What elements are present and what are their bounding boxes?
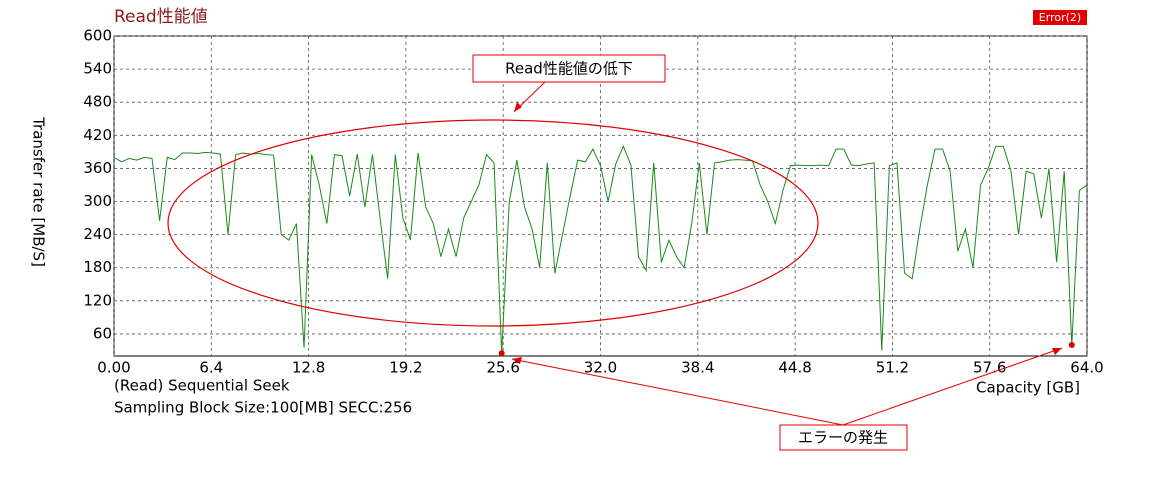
arrow: [511, 358, 844, 426]
y-tick-label: 180: [83, 258, 112, 276]
highlight-ellipse: [167, 119, 819, 327]
settings: Sampling Block Size:100[MB] SECC:256: [114, 399, 412, 417]
annotation: エラーの発生: [798, 429, 888, 447]
y-tick-label: 600: [83, 27, 112, 45]
y-tick-label: 360: [83, 159, 112, 177]
x-axis-label: Capacity [GB]: [976, 379, 1080, 397]
y-tick-label: 540: [83, 60, 112, 78]
chart-title: Read性能値: [114, 7, 208, 27]
x-tick-label: 6.4: [199, 359, 223, 377]
error-point: [1068, 341, 1075, 348]
arrow-head: [512, 357, 522, 364]
arrow: [842, 347, 1063, 426]
x-tick-label: 38.4: [681, 359, 714, 377]
x-tick-label: 32.0: [584, 359, 617, 377]
y-tick-label: 300: [83, 192, 112, 210]
y-tick-label: 240: [83, 225, 112, 243]
x-tick-label: 19.2: [389, 359, 422, 377]
x-tick-label: 0.00: [97, 359, 130, 377]
y-tick-label: 480: [83, 93, 112, 111]
error-point: [498, 350, 505, 357]
data-line: [113, 145, 1088, 354]
arrow-head: [514, 102, 522, 112]
x-tick-label: 51.2: [876, 359, 909, 377]
y-tick-label: 60: [93, 324, 112, 342]
x-tick-label: 64.0: [1070, 359, 1103, 377]
error-badge-box: [1033, 10, 1087, 25]
x-tick-label: 25.6: [486, 359, 519, 377]
annotation-box: [472, 54, 666, 83]
x-tick-label: 12.8: [292, 359, 325, 377]
y-tick-label: 420: [83, 126, 112, 144]
test-mode: (Read) Sequential Seek: [114, 377, 290, 395]
annotation: Read性能値の低下: [505, 60, 633, 78]
error-badge: Error(2): [1039, 11, 1081, 24]
arrow-head: [1052, 348, 1062, 355]
x-tick-label: 57.6: [973, 359, 1006, 377]
x-tick-label: 44.8: [778, 359, 811, 377]
y-axis-label: Transfer rate [MB/S]: [30, 116, 48, 267]
plot-area: 60 120 180 240 300 360 420 480 540 600 0.00 6.4 12.8…: [83, 27, 1103, 377]
y-tick-label: 120: [83, 291, 112, 309]
